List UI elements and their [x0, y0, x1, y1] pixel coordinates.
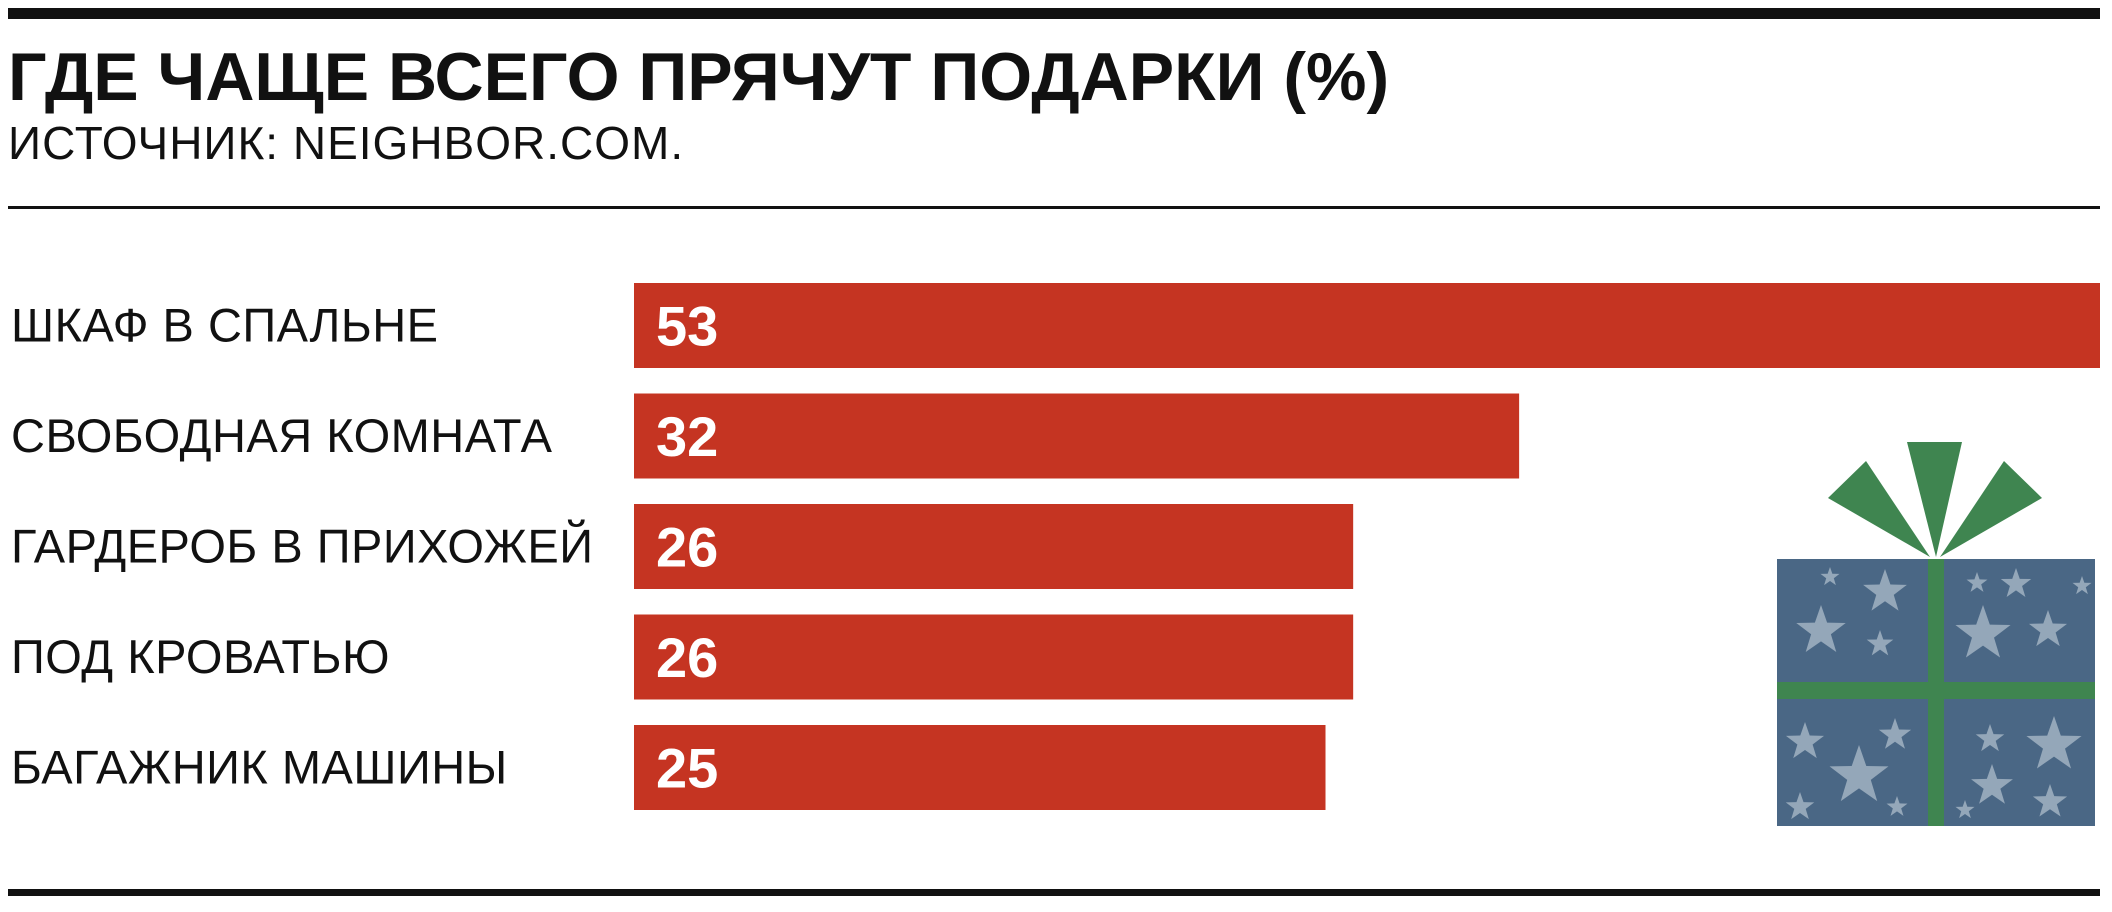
- bow-left: [1828, 461, 1930, 557]
- bar: [634, 504, 1354, 589]
- gift-icon: [1777, 442, 2095, 826]
- value-label: 26: [656, 516, 718, 579]
- bar: [634, 725, 1326, 810]
- value-label: 26: [656, 626, 718, 689]
- category-label: ГАРДЕРОБ В ПРИХОЖЕЙ: [11, 520, 593, 573]
- bar: [634, 393, 1520, 479]
- top-rule: [8, 8, 2100, 19]
- value-label: 53: [656, 295, 718, 358]
- category-label: БАГАЖНИК МАШИНЫ: [11, 741, 508, 794]
- bar: [634, 614, 1354, 700]
- category-label: ШКАФ В СПАЛЬНЕ: [11, 299, 439, 352]
- bow-right: [1940, 461, 2042, 557]
- category-label: СВОБОДНАЯ КОМНАТА: [11, 409, 553, 462]
- value-label: 32: [656, 405, 718, 468]
- value-label: 25: [656, 737, 718, 800]
- bar: [634, 283, 2100, 368]
- header-rule: [8, 206, 2100, 209]
- category-label: ПОД КРОВАТЬЮ: [11, 630, 390, 683]
- bow-center: [1907, 442, 1962, 557]
- bottom-rule: [8, 889, 2100, 896]
- chart-title: ГДЕ ЧАЩЕ ВСЕГО ПРЯЧУТ ПОДАРКИ (%): [8, 39, 1389, 115]
- ribbon-horizontal: [1777, 682, 2095, 699]
- chart-subtitle: ИСТОЧНИК: NEIGHBOR.COM.: [8, 117, 684, 169]
